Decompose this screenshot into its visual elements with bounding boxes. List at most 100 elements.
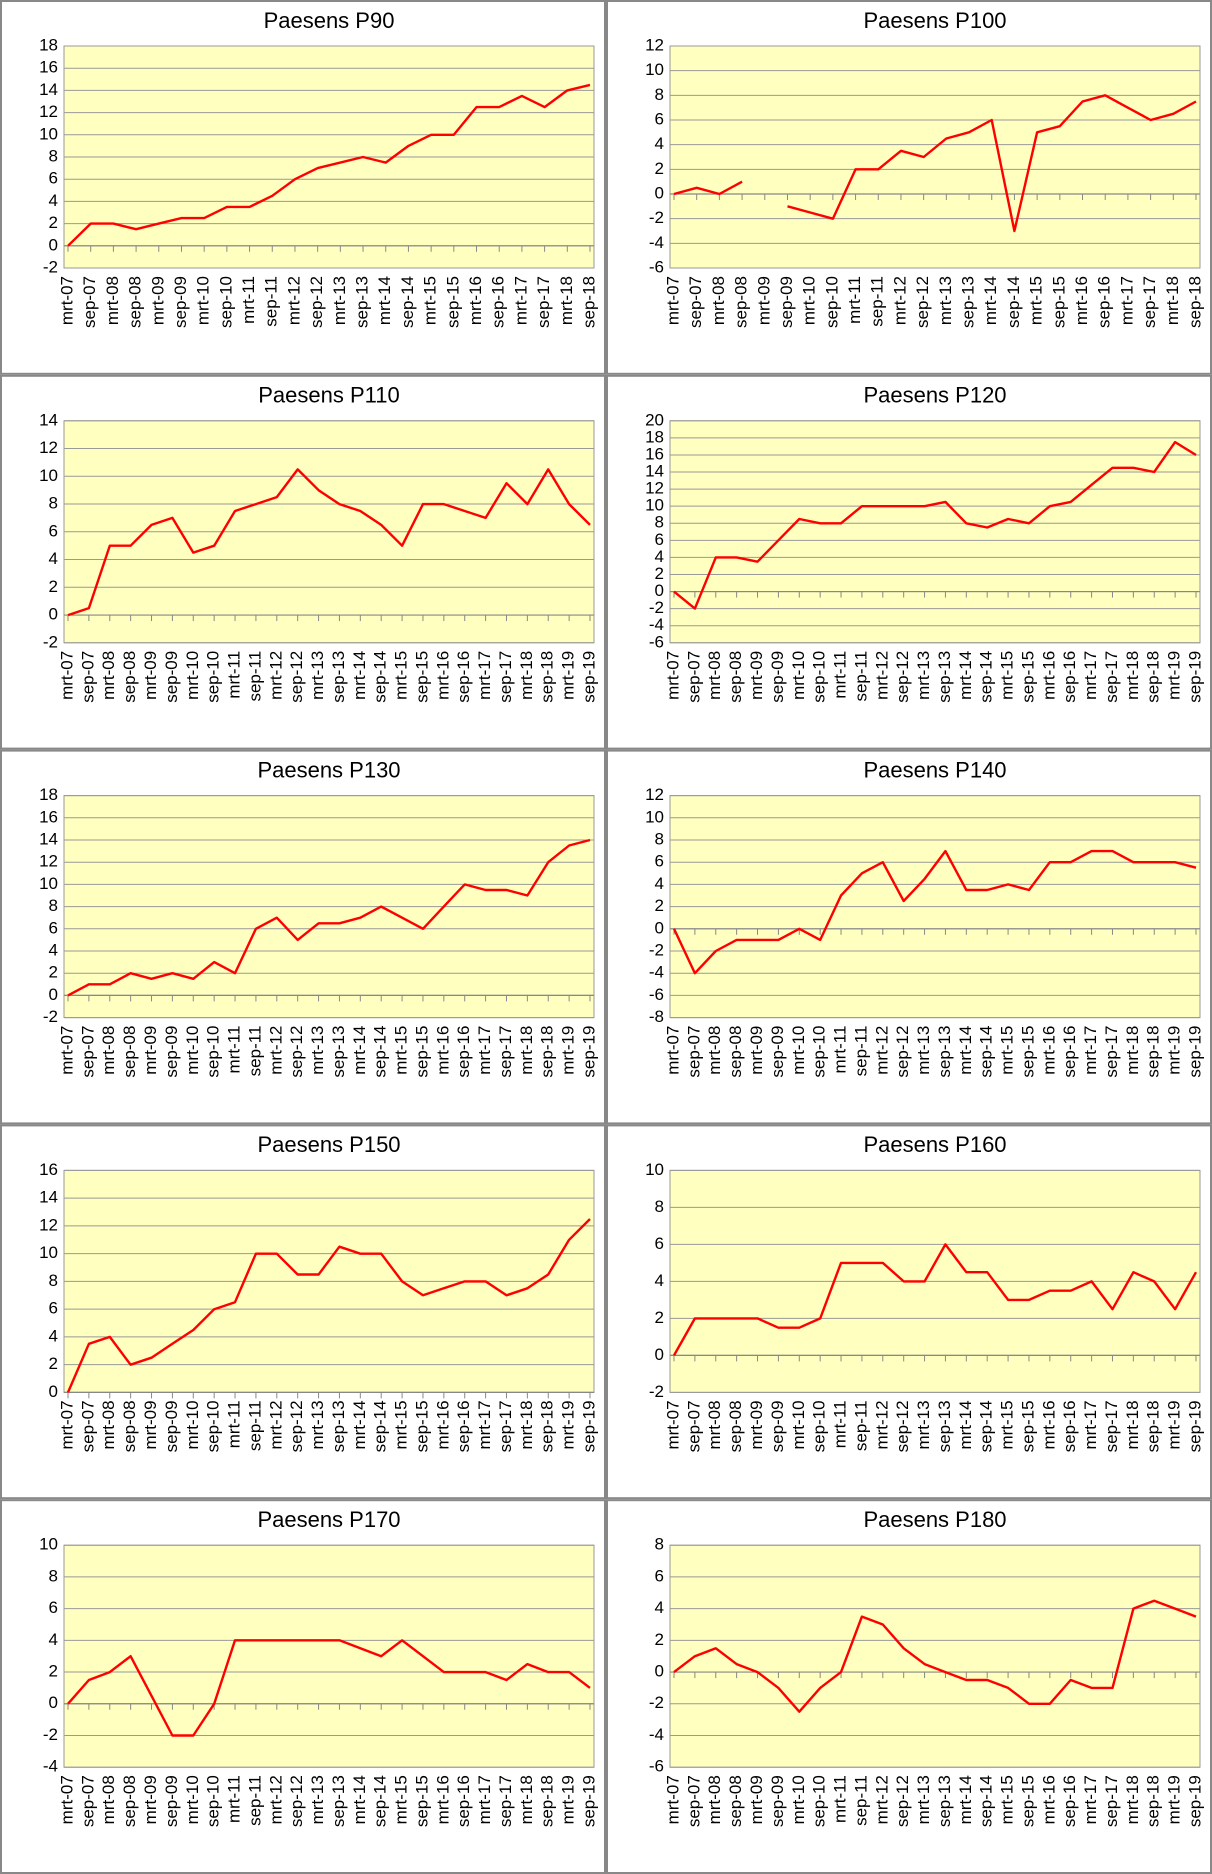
x-tick-label: sep-18 [579, 276, 598, 328]
x-tick-label: sep-10 [204, 651, 223, 703]
x-tick-label: mrt-15 [392, 651, 411, 700]
y-tick-label: 6 [49, 521, 58, 540]
y-tick-label: 12 [645, 785, 664, 804]
x-tick-label: sep-18 [538, 1400, 557, 1452]
x-tick-label: sep-15 [1018, 651, 1037, 703]
x-tick-label: sep-19 [579, 1026, 598, 1078]
y-tick-label: 12 [645, 479, 664, 498]
x-tick-label: mrt-11 [225, 1026, 244, 1074]
y-tick-label: 4 [49, 940, 58, 959]
data-line [67, 1639, 591, 1737]
x-tick-label: sep-17 [1102, 1775, 1121, 1827]
x-tick-label: mrt-13 [308, 1026, 327, 1075]
y-tick-label: 18 [39, 785, 58, 804]
x-tick-label: sep-15 [1018, 1026, 1037, 1078]
x-tick-label: mrt-12 [872, 1775, 891, 1824]
x-tick-label: sep-16 [1095, 276, 1114, 328]
x-tick-label: mrt-18 [517, 1400, 536, 1449]
x-tick-label: sep-13 [329, 1026, 348, 1078]
x-tick-label: mrt-17 [1081, 1400, 1100, 1449]
y-tick-label: 16 [39, 1160, 58, 1179]
x-tick-label: mrt-10 [183, 1775, 202, 1824]
x-tick-label: mrt-12 [266, 1400, 285, 1449]
x-tick-label: sep-15 [1018, 1775, 1037, 1827]
x-tick-label: mrt-08 [705, 1400, 724, 1449]
x-tick-label: mrt-14 [350, 1400, 369, 1449]
x-tick-label: sep-10 [810, 1400, 829, 1452]
x-tick-label: sep-14 [977, 651, 996, 703]
x-tick-label: sep-15 [412, 1026, 431, 1078]
x-tick-label: mrt-14 [956, 1775, 975, 1824]
x-tick-label: mrt-07 [57, 1775, 76, 1824]
x-tick-label: mrt-08 [99, 1400, 118, 1449]
y-tick-label: 18 [39, 35, 58, 54]
chart-title: Paesens P150 [257, 1132, 400, 1157]
x-tick-label: mrt-13 [914, 1026, 933, 1075]
x-tick-label: sep-13 [935, 1026, 954, 1078]
x-tick-label: sep-19 [1185, 1775, 1204, 1827]
y-tick-label: 8 [49, 1566, 58, 1585]
x-tick-label: sep-12 [287, 1400, 306, 1452]
x-tick-label: mrt-17 [475, 651, 494, 700]
x-tick-label: sep-11 [851, 1026, 870, 1077]
x-tick-label: mrt-10 [194, 276, 213, 325]
y-tick-label: 10 [645, 1160, 664, 1179]
x-tick-label: sep-15 [412, 1775, 431, 1827]
x-tick-label: mrt-15 [998, 651, 1017, 700]
y-tick-label: 0 [655, 1345, 664, 1364]
y-tick-label: -6 [649, 257, 664, 276]
x-tick-label: sep-16 [1060, 1400, 1079, 1452]
x-tick-label: mrt-14 [956, 651, 975, 700]
x-tick-label: mrt-16 [466, 276, 485, 325]
x-tick-label: sep-10 [204, 1026, 223, 1078]
x-tick-label: sep-11 [851, 651, 870, 702]
x-tick-label: sep-18 [538, 1026, 557, 1078]
x-tick-label: mrt-08 [709, 276, 728, 325]
y-tick-label: 0 [49, 1382, 58, 1401]
x-tick-label: sep-07 [78, 1400, 97, 1452]
y-tick-label: 4 [655, 547, 664, 566]
x-tick-label: mrt-17 [1117, 276, 1136, 325]
x-tick-label: mrt-09 [141, 1026, 160, 1075]
x-tick-label: mrt-18 [1123, 1400, 1142, 1449]
x-tick-label: mrt-19 [559, 1026, 578, 1075]
x-tick-label: sep-15 [412, 651, 431, 703]
x-tick-label: mrt-11 [225, 1400, 244, 1448]
y-tick-label: 4 [655, 874, 664, 893]
x-tick-label: sep-07 [684, 1400, 703, 1452]
x-tick-label: mrt-16 [1039, 1775, 1058, 1824]
x-tick-label: mrt-15 [998, 1026, 1017, 1075]
y-tick-label: 4 [49, 1326, 58, 1345]
x-tick-label: sep-08 [120, 651, 139, 703]
x-tick-label: sep-17 [496, 1400, 515, 1452]
x-tick-label: mrt-18 [1123, 651, 1142, 700]
x-tick-label: sep-11 [868, 276, 887, 327]
x-tick-label: sep-16 [454, 1400, 473, 1452]
y-tick-label: 18 [645, 427, 664, 446]
x-tick-label: mrt-14 [375, 276, 394, 325]
data-line [67, 83, 591, 247]
x-tick-label: sep-18 [538, 1775, 557, 1827]
chart-title: Paesens P160 [863, 1132, 1006, 1157]
y-tick-label: 0 [655, 1662, 664, 1681]
x-tick-label: mrt-11 [845, 276, 864, 324]
x-tick-label: sep-15 [412, 1400, 431, 1452]
x-tick-label: mrt-10 [789, 1775, 808, 1824]
x-tick-label: sep-14 [977, 1775, 996, 1827]
y-tick-label: 10 [645, 496, 664, 515]
x-tick-label: mrt-17 [475, 1775, 494, 1824]
x-tick-label: sep-12 [893, 1026, 912, 1078]
x-tick-label: sep-11 [262, 276, 281, 327]
y-tick-label: 2 [49, 1354, 58, 1373]
x-tick-label: mrt-18 [1123, 1026, 1142, 1075]
x-tick-label: sep-12 [287, 651, 306, 703]
chart-title: Paesens P120 [863, 383, 1006, 408]
x-tick-label: sep-07 [684, 651, 703, 703]
y-tick-label: 2 [49, 1662, 58, 1681]
x-tick-label: sep-13 [329, 1775, 348, 1827]
x-tick-label: sep-19 [1185, 651, 1204, 703]
x-tick-label: sep-15 [1049, 276, 1068, 328]
